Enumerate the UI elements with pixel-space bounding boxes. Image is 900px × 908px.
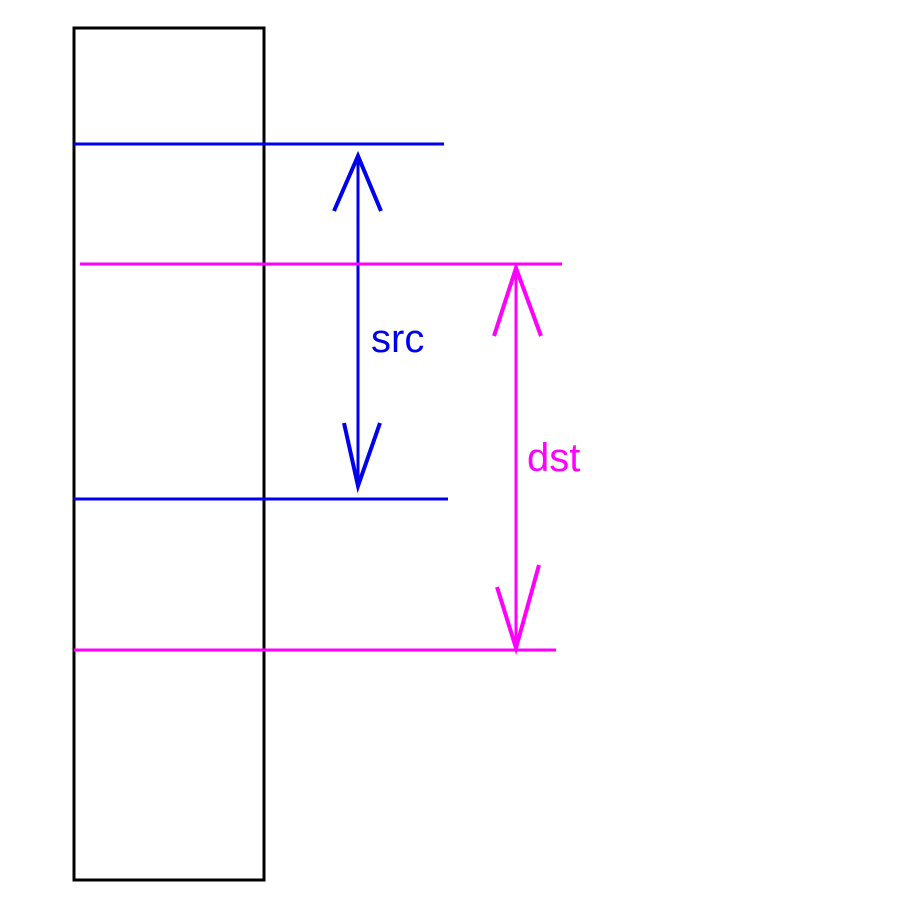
dst-range-arrow	[492, 261, 543, 656]
src-arrow-head-bottom	[342, 422, 382, 494]
memory-buffer	[72, 26, 266, 882]
src-region: src	[74, 142, 448, 501]
src-label: src	[371, 317, 424, 361]
src-arrow-head-top	[332, 150, 383, 212]
dst-region: dst	[74, 261, 580, 656]
dst-arrow-head-top	[492, 261, 543, 337]
src-range-arrow	[332, 150, 383, 494]
dst-label: dst	[527, 436, 580, 480]
dst-arrow-head-bottom	[495, 564, 541, 656]
